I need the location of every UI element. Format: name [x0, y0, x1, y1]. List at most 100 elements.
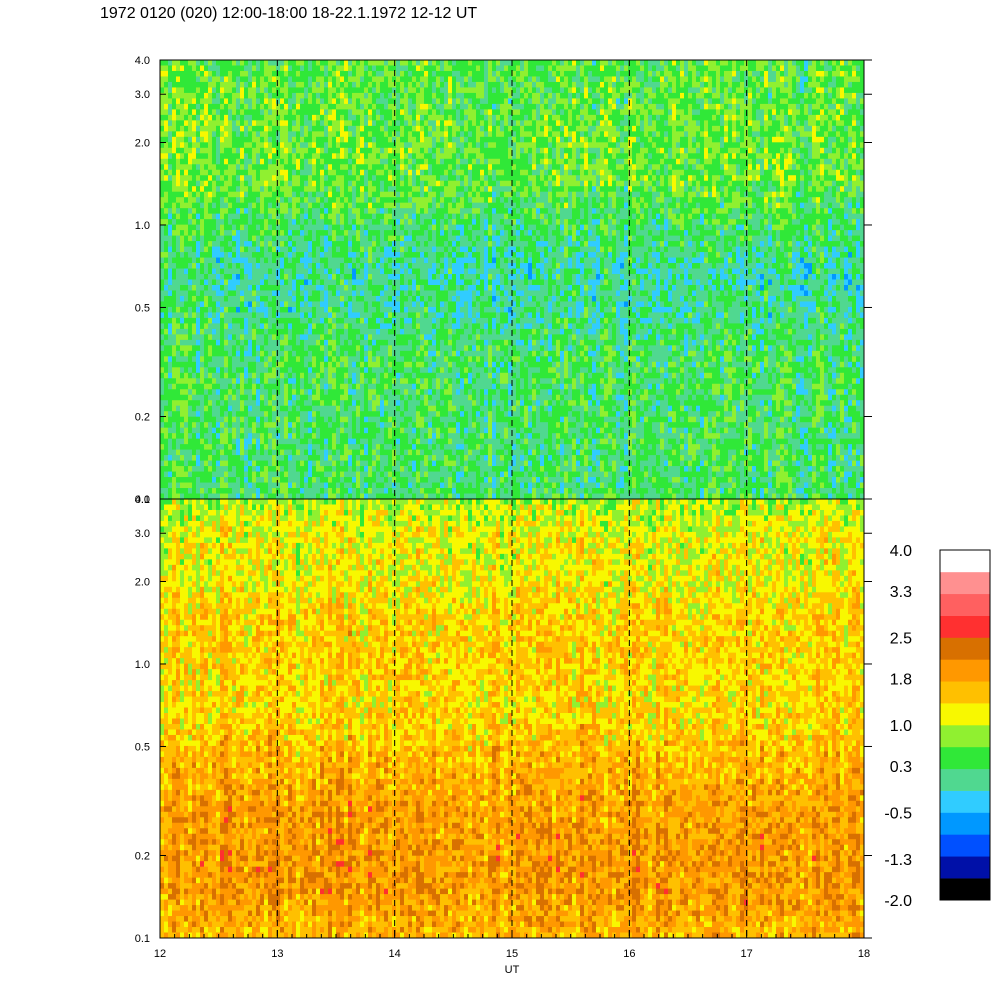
heatmap-cell	[272, 164, 277, 171]
heatmap-cell	[364, 186, 369, 193]
heatmap-cell	[200, 284, 205, 292]
heatmap-cell	[276, 60, 281, 67]
heatmap-cell	[232, 87, 237, 94]
heatmap-cell	[200, 147, 205, 154]
heatmap-cell	[200, 131, 205, 138]
heatmap-cell	[208, 246, 213, 253]
heatmap-cell	[388, 125, 393, 132]
heatmap-cell	[312, 70, 317, 78]
heatmap-cell	[260, 328, 265, 335]
heatmap-cell	[284, 372, 289, 379]
heatmap-cell	[264, 202, 269, 209]
heatmap-cell	[188, 70, 193, 78]
heatmap-cell	[232, 257, 237, 264]
heatmap-cell	[356, 433, 361, 440]
heatmap-cell	[388, 158, 393, 165]
heatmap-cell	[400, 422, 405, 429]
heatmap-cell	[328, 103, 333, 110]
heatmap-cell	[220, 114, 225, 121]
heatmap-cell	[356, 202, 361, 209]
heatmap-cell	[336, 328, 341, 335]
heatmap-cell	[284, 224, 289, 231]
heatmap-cell	[176, 186, 181, 193]
heatmap-cell	[348, 488, 353, 495]
heatmap-cell	[252, 246, 257, 253]
heatmap-cell	[380, 158, 385, 165]
heatmap-cell	[184, 334, 189, 341]
heatmap-cell	[164, 433, 169, 440]
heatmap-cell	[268, 142, 273, 149]
heatmap-cell	[180, 219, 185, 226]
heatmap-cell	[224, 389, 229, 396]
heatmap-cell	[376, 219, 381, 226]
heatmap-cell	[204, 202, 209, 209]
heatmap-cell	[216, 103, 221, 110]
heatmap-cell	[176, 87, 181, 94]
heatmap-cell	[168, 372, 173, 379]
heatmap-cell	[212, 92, 217, 100]
heatmap-cell	[300, 235, 305, 242]
heatmap-cell	[352, 383, 357, 390]
heatmap-cell	[384, 208, 389, 215]
heatmap-cell	[344, 197, 349, 204]
heatmap-cell	[172, 125, 177, 132]
heatmap-cell	[188, 284, 193, 292]
heatmap-cell	[284, 312, 289, 319]
heatmap-cell	[332, 202, 337, 209]
heatmap-cell	[360, 438, 365, 445]
heatmap-cell	[228, 427, 233, 434]
heatmap-cell	[332, 109, 337, 116]
heatmap-cell	[396, 87, 401, 94]
heatmap-cell	[184, 394, 189, 401]
heatmap-cell	[264, 246, 269, 253]
heatmap-cell	[404, 317, 409, 324]
heatmap-cell	[400, 394, 405, 401]
heatmap-cell	[248, 290, 253, 297]
heatmap-cell	[268, 416, 273, 423]
heatmap-cell	[192, 125, 197, 132]
heatmap-cell	[272, 367, 277, 374]
heatmap-cell	[276, 339, 281, 346]
heatmap-cell	[208, 274, 213, 281]
heatmap-cell	[368, 405, 373, 412]
heatmap-cell	[168, 268, 173, 275]
heatmap-cell	[292, 208, 297, 215]
heatmap-cell	[372, 153, 377, 160]
heatmap-cell	[404, 444, 409, 451]
heatmap-cell	[372, 246, 377, 253]
heatmap-cell	[160, 488, 165, 495]
heatmap-cell	[220, 208, 225, 215]
heatmap-cell	[384, 98, 389, 105]
heatmap-cell	[172, 263, 177, 270]
heatmap-cell	[316, 444, 321, 451]
heatmap-cell	[360, 186, 365, 193]
heatmap-cell	[184, 180, 189, 187]
heatmap-cell	[244, 235, 249, 242]
heatmap-cell	[336, 301, 341, 308]
heatmap-cell	[372, 477, 377, 484]
heatmap-cell	[220, 98, 225, 105]
heatmap-cell	[328, 164, 333, 171]
heatmap-cell	[228, 290, 233, 297]
heatmap-cell	[288, 383, 293, 390]
heatmap-cell	[348, 109, 353, 116]
heatmap-cell	[224, 147, 229, 154]
heatmap-cell	[256, 208, 261, 215]
heatmap-cell	[324, 224, 329, 231]
heatmap-cell	[296, 350, 301, 357]
heatmap-cell	[176, 339, 181, 346]
heatmap-cell	[224, 136, 229, 143]
heatmap-cell	[240, 284, 245, 292]
heatmap-cell	[396, 142, 401, 149]
heatmap-cell	[192, 367, 197, 374]
heatmap-cell	[228, 295, 233, 303]
heatmap-cell	[360, 224, 365, 231]
heatmap-cell	[324, 197, 329, 204]
heatmap-cell	[280, 114, 285, 121]
heatmap-cell	[160, 389, 165, 396]
heatmap-cell	[160, 312, 165, 319]
heatmap-cell	[280, 323, 285, 330]
heatmap-cell	[356, 356, 361, 363]
heatmap-cell	[304, 180, 309, 187]
heatmap-cell	[172, 306, 177, 314]
